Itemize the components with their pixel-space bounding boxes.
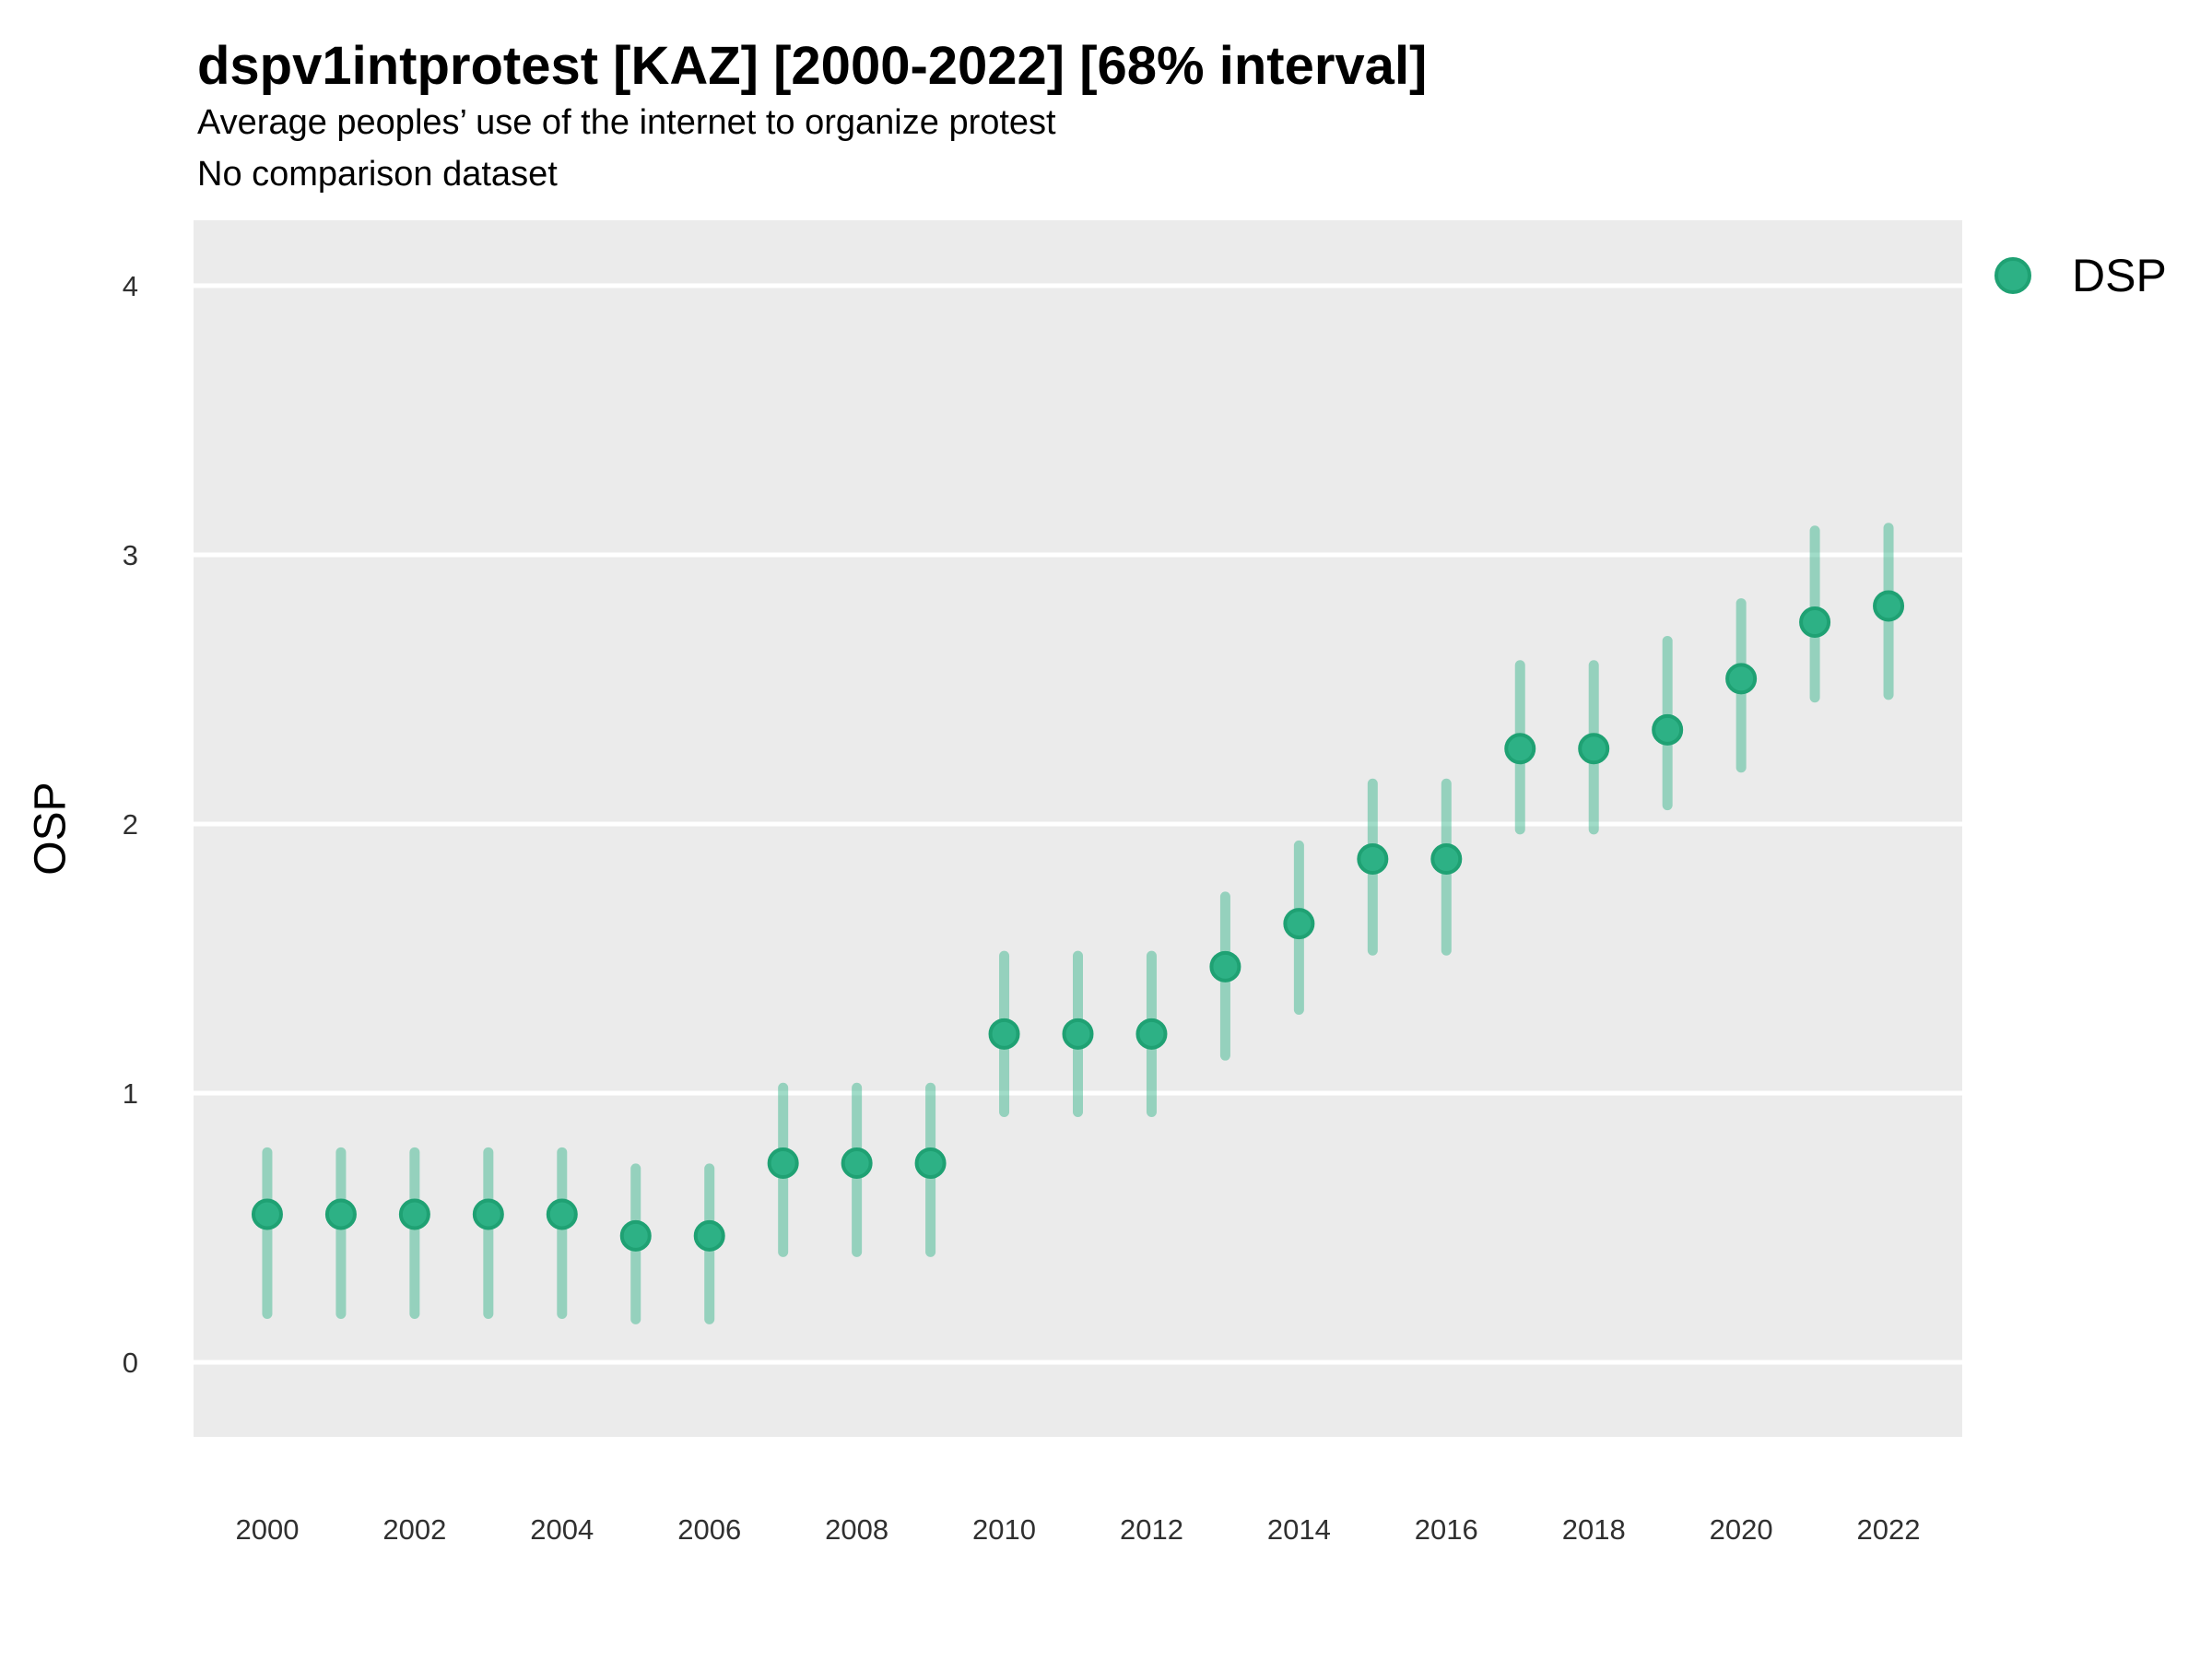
legend-point-icon: [1994, 257, 2031, 294]
data-point-2011: [1062, 1018, 1094, 1050]
legend-item-label: DSP: [2072, 250, 2167, 301]
x-tick-label: 2008: [825, 1513, 888, 1546]
data-point-2020: [1725, 663, 1758, 695]
data-point-2016: [1430, 843, 1463, 875]
data-point-2006: [693, 1219, 725, 1252]
panel-background: [194, 220, 1962, 1437]
gridline-y-1: [194, 1090, 1962, 1096]
data-point-2007: [767, 1147, 799, 1179]
data-point-2008: [841, 1147, 873, 1179]
data-point-2005: [619, 1219, 652, 1252]
data-point-2015: [1357, 843, 1389, 875]
data-point-2010: [988, 1018, 1020, 1050]
data-point-2018: [1578, 733, 1610, 765]
gridline-y-3: [194, 552, 1962, 558]
data-point-2021: [1799, 606, 1831, 639]
legend: DSP: [1994, 249, 2167, 302]
y-tick-label: 4: [123, 270, 138, 302]
y-tick-label: 1: [123, 1077, 138, 1110]
y-tick-label: 3: [123, 539, 138, 571]
data-point-2003: [472, 1198, 504, 1230]
y-axis-title: OSP: [26, 782, 76, 876]
x-tick-label: 2010: [972, 1513, 1036, 1546]
x-tick-label: 2016: [1415, 1513, 1478, 1546]
gridline-y-2: [194, 821, 1962, 827]
x-tick-label: 2022: [1857, 1513, 1921, 1546]
x-tick-label: 2018: [1562, 1513, 1626, 1546]
gridline-y-4: [194, 283, 1962, 288]
data-point-2000: [251, 1198, 283, 1230]
x-tick-label: 2012: [1120, 1513, 1183, 1546]
comparison-dataset-note: No comparison dataset: [197, 155, 558, 194]
data-point-2014: [1283, 908, 1315, 940]
data-point-2009: [914, 1147, 947, 1179]
data-point-2004: [546, 1198, 578, 1230]
data-point-2012: [1135, 1018, 1168, 1050]
x-tick-label: 2000: [235, 1513, 299, 1546]
y-tick-label: 2: [123, 808, 138, 841]
y-tick-label: 0: [123, 1347, 138, 1379]
x-tick-label: 2002: [382, 1513, 446, 1546]
x-tick-label: 2006: [677, 1513, 741, 1546]
data-point-2022: [1873, 590, 1905, 622]
chart-subtitle: Average peoples’ use of the internet to …: [197, 103, 1056, 142]
data-point-2017: [1504, 733, 1536, 765]
chart-title: dspv1intprotest [KAZ] [2000-2022] [68% i…: [197, 36, 1428, 96]
x-tick-label: 2004: [530, 1513, 594, 1546]
data-point-2019: [1652, 713, 1684, 746]
gridline-y-0: [194, 1359, 1962, 1365]
x-tick-label: 2014: [1267, 1513, 1331, 1546]
data-point-2002: [398, 1198, 430, 1230]
data-point-2001: [324, 1198, 357, 1230]
x-tick-label: 2020: [1710, 1513, 1773, 1546]
data-point-2013: [1209, 950, 1241, 982]
